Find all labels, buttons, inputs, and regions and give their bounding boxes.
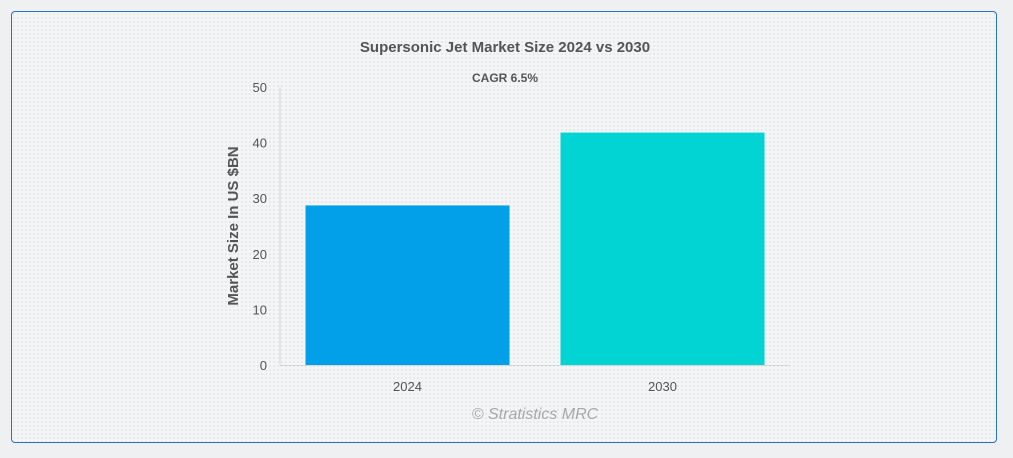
y-tick-label: 20: [253, 247, 267, 262]
y-axis: 0 10 20 30 40 50: [253, 80, 281, 373]
chart-subtitle: CAGR 6.5%: [472, 71, 538, 85]
bars: [305, 132, 765, 365]
y-tick-label: 10: [253, 302, 267, 317]
x-tick-label: 2024: [393, 379, 422, 394]
bar-2030[interactable]: [560, 132, 765, 365]
y-tick-label: 40: [253, 136, 267, 151]
y-tick-label: 50: [253, 80, 267, 95]
x-axis: 2024 2030: [280, 365, 790, 394]
y-tick-label: 30: [253, 191, 267, 206]
y-tick-label: 0: [260, 358, 267, 373]
chart-title: Supersonic Jet Market Size 2024 vs 2030: [360, 39, 650, 56]
watermark-text: © Stratistics MRC: [472, 406, 599, 423]
bar-2024[interactable]: [305, 205, 510, 365]
x-tick-label: 2030: [648, 379, 677, 394]
y-axis-label: Market Size In US $BN: [225, 146, 242, 305]
